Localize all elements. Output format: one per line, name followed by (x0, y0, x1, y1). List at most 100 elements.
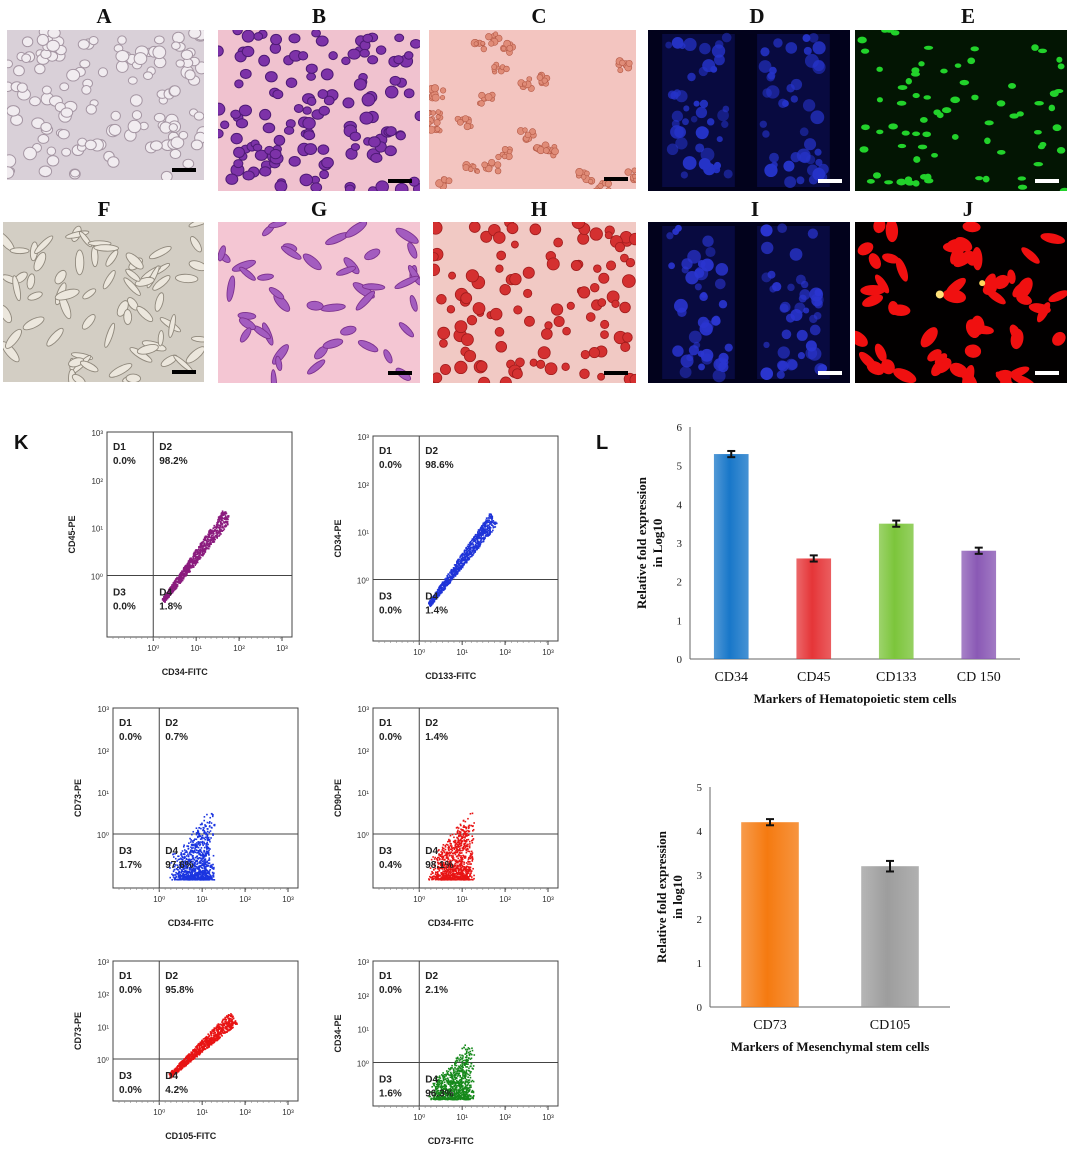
y-tick-label: 5 (697, 782, 703, 794)
quadrant-value-d3: 0.0% (379, 606, 402, 617)
y-tick-label: 10⁰ (97, 831, 109, 840)
plot-frame (112, 707, 299, 889)
x-tick-label: 10³ (542, 1113, 554, 1122)
bar-cd133 (878, 523, 914, 659)
bar-chart-mesenchymal: 0 1 2 3 4 5 CD73 CD105 Markers of Mesenchymal st… (654, 782, 950, 1054)
bar-cd45 (796, 558, 832, 659)
quadrant-label-d2: D2 (165, 718, 178, 729)
quadrant-label-d2: D2 (165, 971, 178, 982)
quadrant-label-d2: D2 (425, 971, 438, 982)
quadrant-label-d1: D1 (113, 442, 126, 453)
quadrant-label-d1: D1 (119, 718, 132, 729)
quadrant-label-d2: D2 (425, 446, 438, 457)
y-tick-label: 10¹ (97, 1023, 109, 1032)
micrograph-f-image (3, 222, 204, 382)
x-tick-label: 10⁰ (153, 1108, 165, 1117)
category-label: CD 150 (957, 670, 1001, 685)
x-tick-label: 10¹ (456, 895, 468, 904)
panel-label-l: L (596, 432, 609, 454)
flow-plot-4: D1 0.0% D2 1.4% D3 0.4% D4 98.1% 10³ 10² 10¹ 10⁰ 10⁰… (333, 705, 559, 928)
x-tick-label: 10³ (282, 895, 294, 904)
quadrant-value-d4: 4.2% (165, 1085, 188, 1096)
quadrant-value-d2: 98.6% (425, 460, 453, 471)
micrograph-e (855, 30, 1067, 191)
quadrant-label-d2: D2 (425, 718, 438, 729)
quadrant-value-d3: 0.4% (379, 860, 402, 871)
y-axis-label: CD45-PE (67, 515, 77, 553)
cells (662, 32, 830, 189)
quadrant-value-d3: 0.0% (113, 602, 136, 613)
y-tick-label: 6 (677, 422, 683, 434)
x-axis-label: CD34-FITC (168, 918, 215, 928)
panel-label-d: D (749, 4, 765, 28)
scale-bar (1035, 179, 1059, 183)
micrograph-a-image (7, 30, 204, 180)
quadrant-value-d2: 0.7% (165, 732, 188, 743)
quadrant-value-d2: 1.4% (425, 732, 448, 743)
micrograph-b (218, 30, 420, 191)
y-tick-label: 10² (97, 747, 109, 756)
y-axis-label: CD73-PE (73, 1012, 83, 1050)
x-tick-label: 10⁰ (413, 1113, 425, 1122)
x-axis-label: CD105-FITC (165, 1131, 217, 1141)
y-axis-label: in log10 (670, 875, 685, 919)
quadrant-label-d3: D3 (119, 846, 132, 857)
y-tick-label: 10³ (357, 958, 369, 967)
quadrant-value-d2: 95.8% (165, 985, 193, 996)
panel-label-b: B (311, 4, 326, 28)
micrograph-g-image (218, 222, 420, 383)
quadrant-label-d4: D4 (159, 588, 172, 599)
y-tick-label: 10¹ (91, 525, 103, 534)
y-tick-label: 2 (697, 914, 703, 926)
cells (218, 30, 420, 191)
quadrant-value-d1: 0.0% (119, 732, 142, 743)
plot-frame (106, 431, 293, 638)
y-axis-label: CD34-PE (333, 1014, 343, 1052)
plot-frame (372, 435, 559, 642)
quadrant-label-d1: D1 (379, 446, 392, 457)
y-tick-label: 10² (357, 992, 369, 1001)
quadrant-value-d3: 1.6% (379, 1089, 402, 1100)
y-tick-label: 10⁰ (357, 1060, 369, 1069)
event-cloud (161, 510, 230, 603)
quadrant-value-d1: 0.0% (379, 985, 402, 996)
bar-cd105 (861, 866, 919, 1007)
y-tick-label: 10² (357, 747, 369, 756)
cells (433, 222, 636, 383)
y-tick-label: 10⁰ (357, 831, 369, 840)
event-cloud (428, 812, 475, 881)
scale-bar (818, 179, 842, 183)
event-cloud (169, 812, 216, 881)
quadrant-value-d1: 0.0% (119, 985, 142, 996)
y-tick-label: 10³ (357, 433, 369, 442)
y-tick-label: 10¹ (357, 1026, 369, 1035)
x-tick-label: 10¹ (196, 1108, 208, 1117)
flow-plot-5: D1 0.0% D2 95.8% D3 0.0% D4 4.2% 10³ 10² 10¹ 10⁰ 10⁰… (73, 958, 299, 1141)
panel-label-a: A (96, 4, 112, 28)
x-tick-label: 10³ (282, 1108, 294, 1117)
y-tick-label: 10² (91, 477, 103, 486)
quadrant-value-d4: 98.1% (425, 860, 453, 871)
y-tick-label: 10³ (97, 958, 109, 967)
quadrant-label-d3: D3 (379, 846, 392, 857)
quadrant-label-d4: D4 (165, 846, 178, 857)
cells (855, 222, 1067, 383)
cells (3, 222, 204, 382)
x-tick-label: 10² (499, 648, 511, 657)
x-tick-label: 10⁰ (413, 648, 425, 657)
y-tick-label: 10¹ (357, 529, 369, 538)
scale-bar (818, 371, 842, 375)
panel-label-f: F (97, 197, 111, 221)
y-tick-label: 4 (677, 499, 683, 511)
quadrant-label-d4: D4 (165, 1071, 178, 1082)
y-tick-label: 0 (697, 1002, 703, 1014)
cells (218, 222, 420, 383)
y-axis-label: CD73-PE (73, 779, 83, 817)
micrograph-c (429, 30, 636, 189)
category-label: CD73 (753, 1018, 786, 1033)
y-tick-label: 10¹ (97, 789, 109, 798)
x-axis-label: CD73-FITC (428, 1136, 475, 1146)
y-axis-label: Relative fold expression (654, 830, 669, 963)
micrograph-c-image (429, 30, 636, 189)
y-tick-label: 10¹ (357, 789, 369, 798)
